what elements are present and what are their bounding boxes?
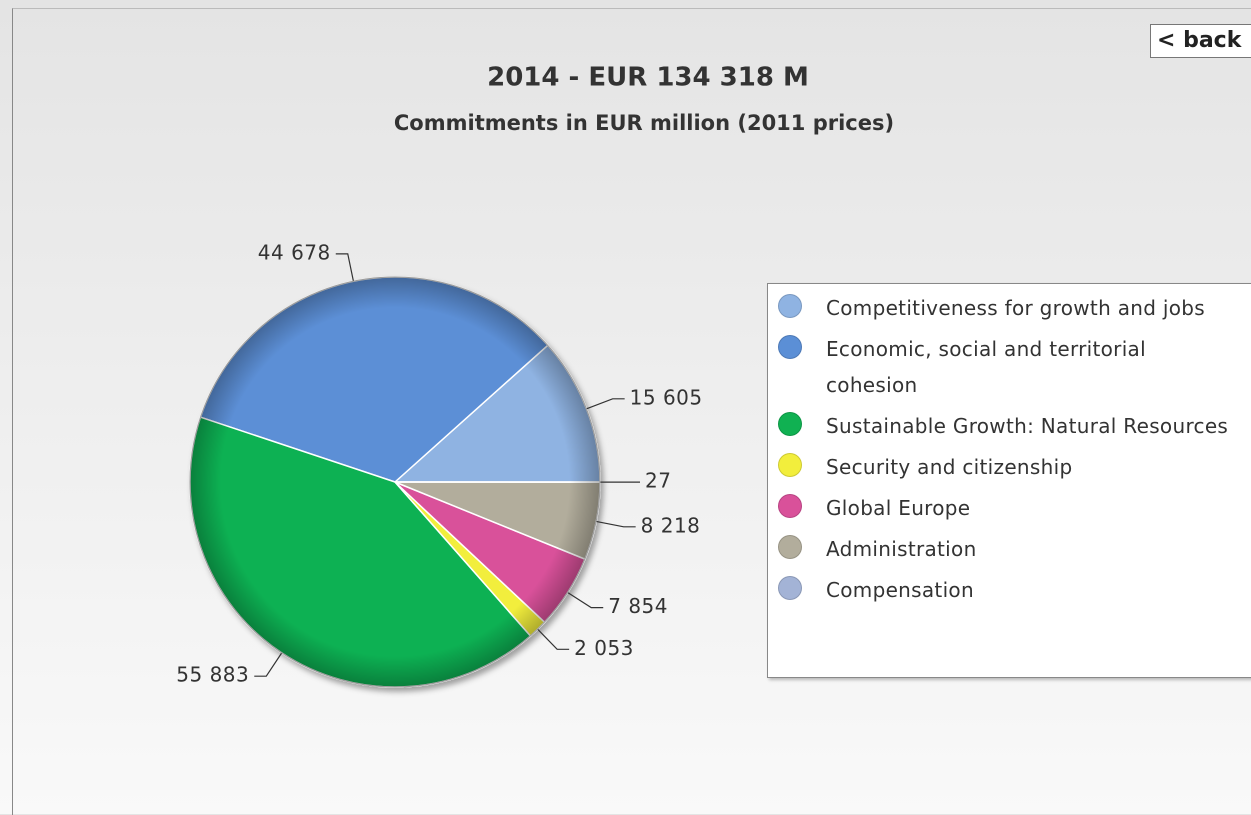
leader-line bbox=[568, 593, 604, 608]
legend-icon bbox=[778, 576, 802, 600]
legend-label: Security and citizenship bbox=[826, 449, 1238, 485]
data-label: 44 678 bbox=[258, 240, 331, 264]
legend-icon bbox=[778, 535, 802, 559]
legend-icon bbox=[778, 494, 802, 518]
data-label: 27 bbox=[645, 469, 671, 493]
legend: Competitiveness for growth and jobs Econo… bbox=[767, 283, 1251, 678]
leader-line bbox=[538, 629, 569, 649]
chart-title: 2014 - EUR 134 318 M bbox=[487, 63, 809, 93]
data-label: 8 218 bbox=[641, 513, 701, 537]
data-label: 55 883 bbox=[176, 663, 249, 687]
legend-icon bbox=[778, 335, 802, 359]
legend-label: Competitiveness for growth and jobs bbox=[826, 290, 1238, 326]
back-button[interactable]: < back bbox=[1150, 24, 1251, 58]
legend-label: Economic, social and territorial cohesio… bbox=[826, 331, 1238, 403]
legend-item: Security and citizenship bbox=[768, 449, 1251, 485]
legend-icon bbox=[778, 453, 802, 477]
pie bbox=[190, 277, 600, 687]
legend-label: Global Europe bbox=[826, 490, 1238, 526]
data-label: 7 854 bbox=[608, 594, 668, 618]
data-label: 15 605 bbox=[630, 385, 703, 409]
leader-line bbox=[586, 399, 624, 409]
legend-item: Global Europe bbox=[768, 490, 1251, 526]
legend-item: Administration bbox=[768, 531, 1251, 567]
legend-icon bbox=[778, 412, 802, 436]
legend-item: Sustainable Growth: Natural Resources bbox=[768, 408, 1251, 444]
leader-line bbox=[254, 653, 281, 676]
leader-line bbox=[596, 521, 635, 526]
legend-label: Administration bbox=[826, 531, 1238, 567]
legend-label: Compensation bbox=[826, 572, 1238, 608]
legend-item: Compensation bbox=[768, 572, 1251, 608]
legend-label: Sustainable Growth: Natural Resources bbox=[826, 408, 1238, 444]
legend-item: Economic, social and territorial cohesio… bbox=[768, 331, 1251, 403]
legend-icon bbox=[778, 294, 802, 318]
data-label: 2 053 bbox=[574, 636, 634, 660]
legend-item: Competitiveness for growth and jobs bbox=[768, 290, 1251, 326]
leader-line bbox=[336, 254, 354, 281]
chart-subtitle: Commitments in EUR million (2011 prices) bbox=[394, 111, 894, 135]
